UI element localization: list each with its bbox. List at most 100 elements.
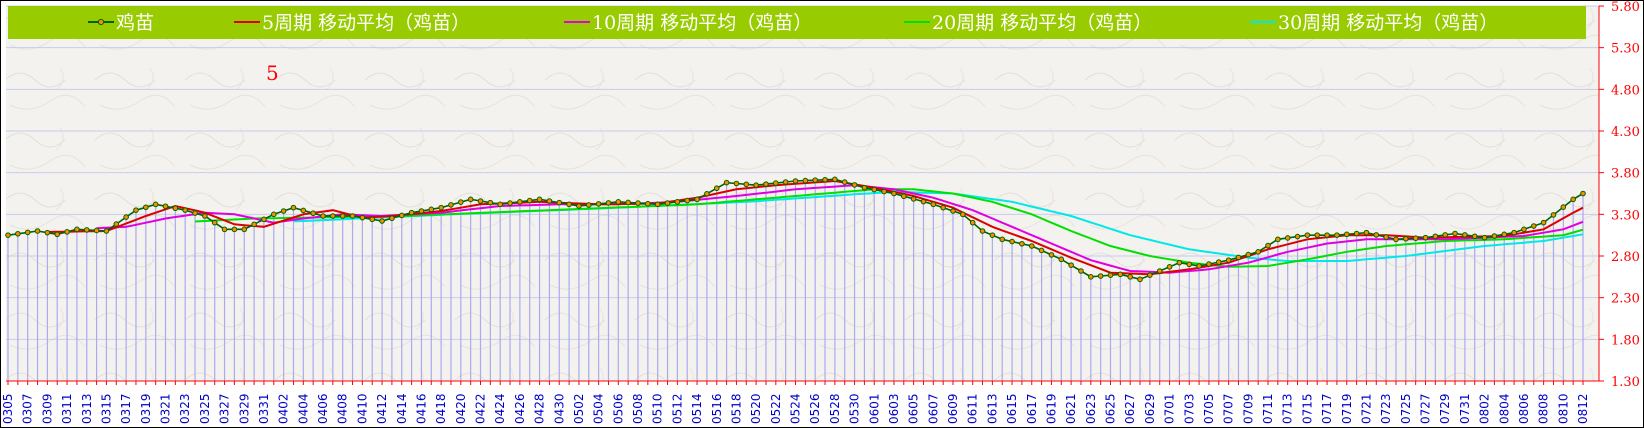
x-tick-label-0331: 0331 <box>257 393 271 424</box>
x-tick-label-0611: 0611 <box>966 393 980 424</box>
x-tick-label-0715: 0715 <box>1300 393 1314 424</box>
point-0618 <box>1038 247 1045 254</box>
point-0526 <box>812 177 818 183</box>
point-0527 <box>822 176 828 183</box>
point-0517 <box>723 179 730 186</box>
x-tick-label-0319: 0319 <box>139 393 153 424</box>
x-tick-label-0327: 0327 <box>218 393 232 424</box>
point-0806 <box>1521 226 1527 233</box>
point-0505 <box>605 200 612 206</box>
point-0321 <box>162 203 169 210</box>
point-0506 <box>615 199 622 205</box>
x-tick-label-0317: 0317 <box>119 393 133 424</box>
point-0427 <box>526 197 533 204</box>
point-0728 <box>1432 233 1439 240</box>
x-tick-label-0804: 0804 <box>1497 393 1511 424</box>
point-0510 <box>654 201 661 208</box>
x-tick-label-0806: 0806 <box>1517 393 1531 424</box>
x-tick-label-0721: 0721 <box>1359 393 1373 424</box>
point-0629 <box>1147 272 1153 278</box>
chart-annotation: 5 <box>266 61 279 85</box>
x-tick-label-0414: 0414 <box>395 393 409 424</box>
x-tick-label-0526: 0526 <box>808 393 822 424</box>
x-tick-label-0725: 0725 <box>1399 393 1413 424</box>
x-tick-label-0623: 0623 <box>1084 393 1098 424</box>
point-0805 <box>1511 229 1517 236</box>
x-tick-label-0808: 0808 <box>1537 393 1551 424</box>
point-0507 <box>625 199 631 206</box>
point-0520 <box>753 182 759 188</box>
point-0616 <box>1019 240 1025 247</box>
x-tick-label-0512: 0512 <box>670 393 684 424</box>
point-0612 <box>979 228 986 234</box>
point-0501 <box>566 201 572 208</box>
point-0329 <box>241 226 248 233</box>
plot-area <box>6 6 1599 381</box>
point-0611 <box>969 219 976 226</box>
point-0720 <box>1353 230 1360 237</box>
y-tick-label-6: 2.80 <box>1611 250 1640 265</box>
point-0331 <box>261 216 267 223</box>
point-0503 <box>585 202 592 208</box>
point-0614 <box>999 236 1006 243</box>
point-0731 <box>1462 232 1468 238</box>
point-0715 <box>1304 232 1311 238</box>
point-0330 <box>251 221 257 228</box>
point-0310 <box>54 231 61 238</box>
point-0705 <box>1206 261 1212 267</box>
series-markers <box>5 176 1586 283</box>
x-tick-label-0707: 0707 <box>1222 393 1236 424</box>
y-tick-label-2: 4.80 <box>1611 83 1640 98</box>
point-0724 <box>1393 236 1399 243</box>
point-0621 <box>1068 262 1074 268</box>
point-0613 <box>989 232 996 238</box>
point-0729 <box>1442 232 1448 238</box>
point-0309 <box>44 229 51 236</box>
point-0424 <box>497 201 503 208</box>
x-tick-label-0325: 0325 <box>198 393 212 424</box>
point-0423 <box>487 199 494 206</box>
point-0401 <box>270 211 277 218</box>
legend-marker-0 <box>97 18 105 26</box>
x-tick-label-0514: 0514 <box>690 393 704 424</box>
x-tick-label-0502: 0502 <box>572 393 586 424</box>
point-0717 <box>1324 232 1330 238</box>
point-0403 <box>290 204 297 211</box>
point-0523 <box>782 179 789 185</box>
x-tick-label-0607: 0607 <box>926 393 940 424</box>
x-tick-label-0605: 0605 <box>907 393 921 424</box>
x-tick-label-0731: 0731 <box>1458 393 1472 424</box>
x-tick-label-0510: 0510 <box>651 393 665 424</box>
point-0410 <box>359 214 366 221</box>
point-0312 <box>74 226 80 233</box>
x-tick-label-0323: 0323 <box>178 393 192 424</box>
point-0325 <box>202 213 208 219</box>
point-0324 <box>192 210 198 216</box>
x-tick-label-0719: 0719 <box>1340 393 1354 424</box>
x-tick-label-0625: 0625 <box>1104 393 1118 424</box>
x-tick-label-0410: 0410 <box>355 393 369 424</box>
point-0323 <box>182 207 188 213</box>
point-0701 <box>1166 264 1173 270</box>
point-0727 <box>1422 234 1429 241</box>
point-0730 <box>1452 230 1458 237</box>
point-0320 <box>152 201 159 208</box>
y-tick-label-5: 3.30 <box>1611 208 1640 223</box>
legend-label-3: 20周期 移动平均（鸡苗） <box>932 12 1152 34</box>
x-tick-label-0428: 0428 <box>533 393 547 424</box>
x-tick-label-0424: 0424 <box>493 393 507 424</box>
point-0703 <box>1186 261 1193 268</box>
point-0607 <box>930 201 937 208</box>
x-tick-label-0629: 0629 <box>1143 393 1157 424</box>
x-tick-label-0619: 0619 <box>1044 393 1058 424</box>
point-0317 <box>123 214 129 220</box>
x-tick-label-0506: 0506 <box>611 393 625 424</box>
point-0706 <box>1215 259 1222 265</box>
point-0326 <box>211 219 218 226</box>
legend-label-1: 5周期 移动平均（鸡苗） <box>262 12 470 34</box>
point-0418 <box>438 204 444 211</box>
point-0725 <box>1403 235 1409 242</box>
point-0306 <box>15 230 21 237</box>
point-0311 <box>64 229 70 235</box>
